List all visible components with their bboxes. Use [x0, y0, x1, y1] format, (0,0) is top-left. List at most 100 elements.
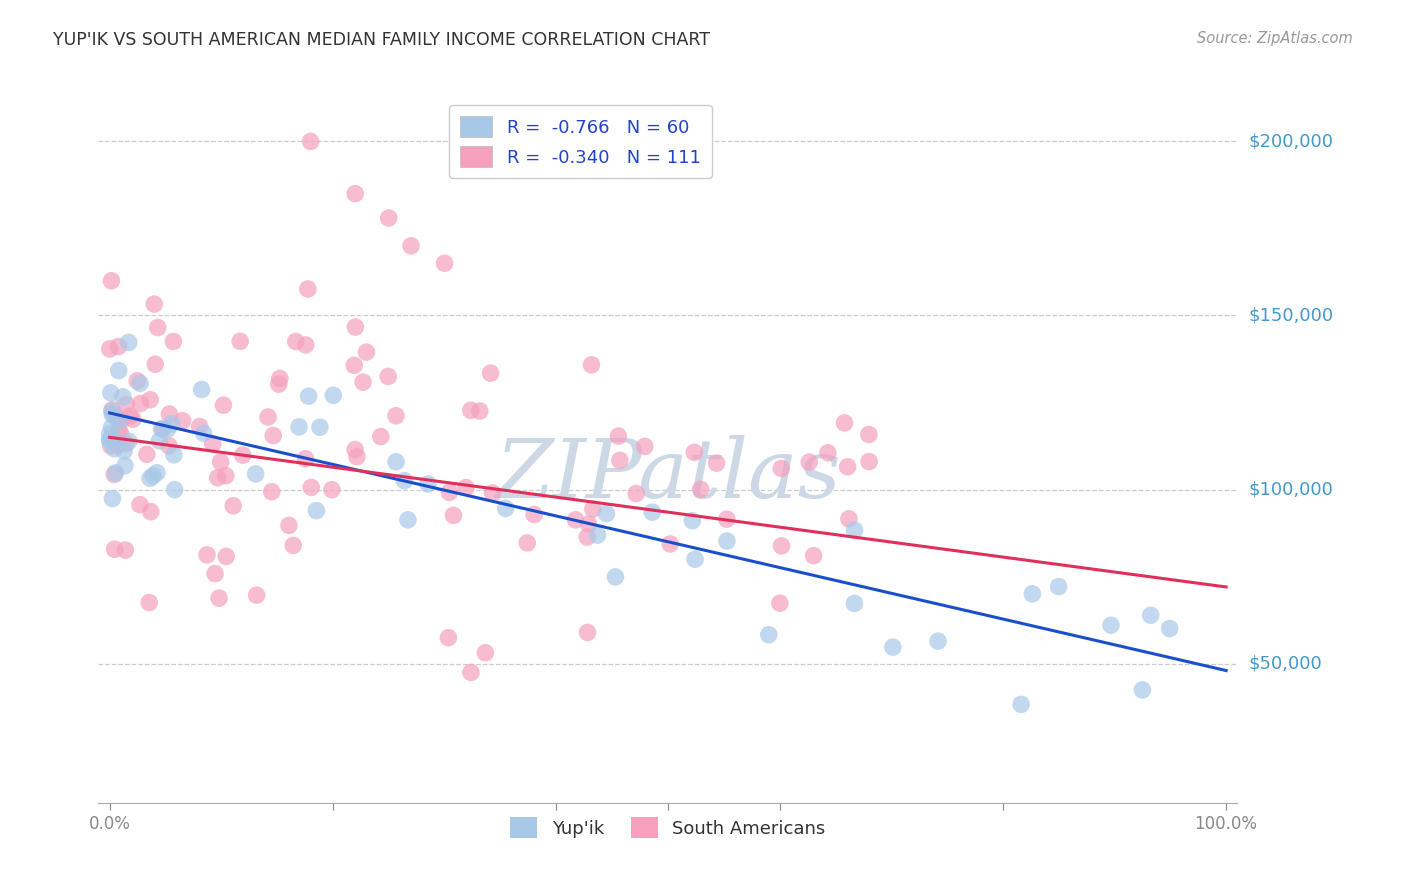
Point	[1130, 682, 1153, 697]
Point	[769, 596, 792, 610]
Point	[115, 397, 138, 411]
Point	[454, 481, 477, 495]
Point	[385, 455, 408, 469]
Point	[305, 503, 328, 517]
Point	[108, 423, 131, 437]
Point	[129, 498, 152, 512]
Text: $150,000: $150,000	[1249, 307, 1333, 325]
Point	[641, 505, 664, 519]
Text: $100,000: $100,000	[1249, 481, 1333, 499]
Point	[817, 446, 839, 460]
Point	[232, 448, 254, 462]
Point	[659, 537, 682, 551]
Legend: Yup'ik, South Americans: Yup'ik, South Americans	[501, 808, 835, 847]
Point	[416, 477, 439, 491]
Point	[195, 548, 218, 562]
Point	[322, 388, 344, 402]
Point	[157, 407, 180, 421]
Point	[343, 359, 366, 373]
Point	[586, 528, 609, 542]
Point	[716, 512, 738, 526]
Point	[758, 628, 780, 642]
Point	[516, 536, 538, 550]
Point	[98, 433, 121, 447]
Point	[107, 363, 129, 377]
Point	[352, 375, 374, 389]
Point	[148, 434, 170, 448]
Point	[193, 426, 215, 441]
Point	[122, 412, 145, 426]
Point	[609, 453, 631, 467]
Point	[100, 420, 122, 434]
Point	[201, 437, 224, 451]
Point	[138, 595, 160, 609]
Point	[927, 634, 949, 648]
Point	[107, 339, 129, 353]
Point	[460, 403, 482, 417]
Point	[229, 334, 252, 349]
Point	[882, 640, 904, 654]
Text: $200,000: $200,000	[1249, 132, 1333, 151]
Text: ZIPatlas: ZIPatlas	[495, 434, 841, 515]
Point	[1139, 608, 1161, 623]
Point	[716, 534, 738, 549]
Point	[110, 426, 132, 441]
Point	[294, 338, 316, 352]
Point	[321, 483, 343, 497]
Point	[689, 483, 711, 497]
Point	[377, 369, 399, 384]
Point	[595, 507, 617, 521]
Point	[706, 456, 728, 470]
Point	[262, 428, 284, 442]
Point	[98, 434, 121, 448]
Point	[681, 514, 703, 528]
Point	[114, 436, 136, 450]
Point	[297, 282, 319, 296]
Point	[1021, 587, 1043, 601]
Point	[576, 530, 599, 544]
Point	[479, 366, 502, 380]
Point	[1099, 618, 1122, 632]
Point	[433, 256, 456, 270]
Point	[139, 392, 162, 407]
Point	[578, 516, 600, 531]
Point	[118, 434, 141, 449]
Point	[101, 491, 124, 506]
Point	[157, 439, 180, 453]
Point	[437, 631, 460, 645]
Point	[460, 665, 482, 680]
Point	[208, 591, 231, 606]
Point	[139, 505, 162, 519]
Point	[344, 186, 367, 201]
Point	[468, 404, 491, 418]
Point	[443, 508, 465, 523]
Point	[101, 433, 124, 447]
Text: Source: ZipAtlas.com: Source: ZipAtlas.com	[1197, 31, 1353, 46]
Point	[634, 439, 657, 453]
Point	[129, 396, 152, 410]
Point	[481, 486, 503, 500]
Point	[495, 501, 517, 516]
Point	[143, 357, 166, 371]
Point	[1010, 698, 1032, 712]
Point	[112, 444, 135, 458]
Point	[683, 445, 706, 459]
Point	[299, 480, 322, 494]
Point	[105, 409, 128, 424]
Point	[163, 448, 186, 462]
Point	[284, 334, 307, 349]
Point	[624, 486, 647, 500]
Point	[163, 483, 186, 497]
Point	[127, 374, 149, 388]
Point	[582, 502, 605, 516]
Point	[344, 320, 367, 334]
Text: YUP'IK VS SOUTH AMERICAN MEDIAN FAMILY INCOME CORRELATION CHART: YUP'IK VS SOUTH AMERICAN MEDIAN FAMILY I…	[53, 31, 710, 49]
Point	[162, 334, 184, 349]
Point	[146, 466, 169, 480]
Point	[100, 439, 122, 453]
Text: $50,000: $50,000	[1249, 655, 1322, 673]
Point	[204, 566, 226, 581]
Point	[112, 390, 135, 404]
Point	[215, 468, 238, 483]
Point	[439, 485, 461, 500]
